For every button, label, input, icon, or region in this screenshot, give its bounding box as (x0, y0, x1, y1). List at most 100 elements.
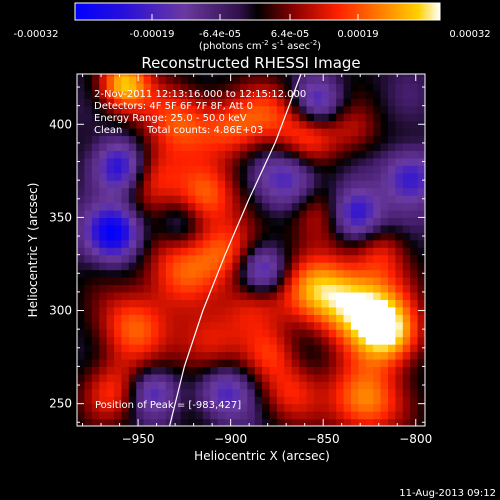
heatmap-cell (84, 150, 93, 159)
heatmap-cell (239, 291, 248, 300)
heatmap-cell (106, 187, 115, 196)
heatmap-cell (247, 284, 256, 293)
heatmap-cell (254, 150, 263, 159)
heatmap-cell (136, 135, 145, 144)
heatmap-cell (143, 344, 152, 353)
heatmap-cell (402, 217, 411, 226)
heatmap-cell (106, 195, 115, 204)
heatmap-cell (365, 262, 374, 271)
heatmap-cell (365, 291, 374, 300)
heatmap-cell (380, 128, 389, 137)
heatmap-cell (262, 299, 271, 308)
heatmap-cell (373, 98, 382, 107)
heatmap-cell (269, 388, 278, 397)
heatmap-cell (269, 83, 278, 92)
heatmap-cell (106, 165, 115, 174)
heatmap-cell (358, 411, 367, 420)
heatmap-cell (343, 187, 352, 196)
heatmap-cell (358, 254, 367, 263)
heatmap-cell (365, 344, 374, 353)
heatmap-cell (84, 396, 93, 405)
heatmap-cell (358, 329, 367, 338)
heatmap-cell (262, 321, 271, 330)
heatmap-cell (299, 366, 308, 375)
heatmap-cell (151, 83, 160, 92)
heatmap-cell (239, 306, 248, 315)
heatmap-cell (247, 388, 256, 397)
heatmap-cell (77, 217, 85, 226)
heatmap-cell (358, 418, 367, 426)
heatmap-cell (417, 269, 425, 278)
heatmap-cell (321, 75, 330, 84)
heatmap-cell (91, 321, 100, 330)
heatmap-cell (188, 120, 197, 129)
heatmap-cell (276, 187, 285, 196)
x-tick-label: −900 (214, 432, 247, 446)
heatmap-cell (395, 75, 404, 84)
heatmap-cell (262, 262, 271, 271)
heatmap-cell (410, 105, 419, 114)
heatmap-cell (365, 120, 374, 129)
heatmap-cell (188, 277, 197, 286)
heatmap-cell (114, 403, 123, 412)
heatmap-cell (77, 366, 85, 375)
heatmap-cell (402, 277, 411, 286)
heatmap-cell (373, 329, 382, 338)
heatmap-cell (202, 128, 211, 137)
heatmap-cell (276, 277, 285, 286)
heatmap-cell (239, 418, 248, 426)
heatmap-cell (380, 396, 389, 405)
heatmap-cell (410, 239, 419, 248)
heatmap-cell (99, 113, 108, 122)
heatmap-cell (84, 291, 93, 300)
heatmap-cell (402, 120, 411, 129)
heatmap-cell (158, 83, 167, 92)
heatmap-cell (128, 269, 137, 278)
colorbar-tick-label-2: -6.4e-05 (199, 29, 241, 40)
heatmap-cell (217, 321, 226, 330)
heatmap-cell (299, 209, 308, 219)
heatmap-cell (158, 336, 167, 345)
heatmap-cell (387, 172, 396, 181)
heatmap-cell (106, 403, 115, 412)
heatmap-cell (158, 396, 167, 405)
heatmap-cell (313, 202, 322, 211)
heatmap-cell (121, 157, 130, 166)
heatmap-cell (99, 128, 108, 137)
heatmap-cell (158, 74, 167, 77)
heatmap-cell (299, 90, 308, 99)
heatmap-cell (121, 411, 130, 420)
heatmap-cell (173, 157, 182, 166)
heatmap-cell (91, 366, 100, 375)
heatmap-cell (395, 150, 404, 159)
heatmap-cell (188, 373, 197, 382)
heatmap-cell (410, 284, 419, 293)
heatmap-cell (269, 314, 278, 323)
heatmap-cell (299, 202, 308, 211)
heatmap-cell (276, 135, 285, 144)
heatmap-cell (336, 232, 345, 241)
heatmap-cell (284, 388, 293, 397)
heatmap-cell (143, 403, 152, 412)
heatmap-cell (417, 195, 425, 204)
heatmap-cell (373, 254, 382, 263)
heatmap-cell (269, 224, 278, 233)
heatmap-cell (77, 165, 85, 174)
heatmap-cell (306, 135, 315, 144)
heatmap-cell (151, 306, 160, 315)
heatmap-cell (99, 120, 108, 129)
heatmap-cell (99, 83, 108, 92)
heatmap-cell (188, 90, 197, 99)
heatmap-cell (365, 254, 374, 263)
heatmap-cell (202, 381, 211, 390)
heatmap-cell (128, 180, 137, 189)
heatmap-cell (180, 418, 189, 426)
heatmap-cell (313, 187, 322, 196)
heatmap-cell (128, 247, 137, 256)
heatmap-cell (165, 396, 174, 405)
heatmap-cell (254, 224, 263, 233)
heatmap-cell (114, 135, 123, 144)
heatmap-cell (106, 299, 115, 308)
heatmap-cell (336, 329, 345, 338)
heatmap-cell (306, 336, 315, 345)
